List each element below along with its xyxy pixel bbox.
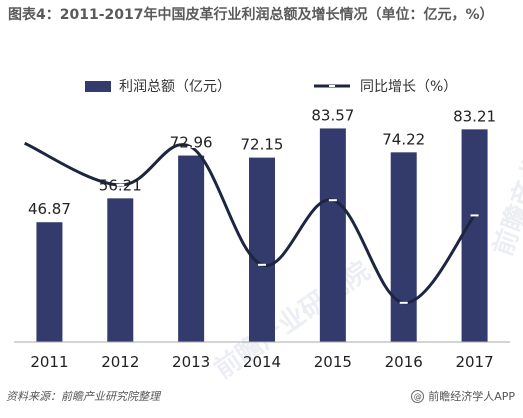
bar — [178, 155, 205, 342]
x-tick-label: 2015 — [314, 353, 352, 371]
bar — [319, 128, 346, 342]
x-tick-label: 2017 — [455, 353, 493, 371]
legend-line-swatch — [314, 84, 350, 88]
bar-value-label: 46.87 — [28, 200, 71, 218]
bar-value-label: 56.21 — [99, 176, 142, 194]
credit: @ 前瞻经济学人APP — [411, 388, 515, 404]
bar-value-label: 72.96 — [170, 134, 213, 152]
bar — [390, 152, 417, 342]
bar — [249, 157, 275, 342]
credit-label: 前瞻经济学人APP — [428, 390, 515, 403]
at-icon: @ — [411, 389, 425, 403]
legend-label-profit: 利润总额（亿元） — [119, 79, 231, 95]
legend-label-growth: 同比增长（%） — [360, 79, 458, 95]
chart-title: 图表4：2011-2017年中国皮革行业利润总额及增长情况（单位：亿元，%） — [8, 7, 494, 23]
bar — [107, 198, 134, 342]
bar — [461, 129, 488, 342]
x-tick-label: 2012 — [101, 353, 139, 371]
bar — [36, 222, 63, 342]
bar-value-label: 72.15 — [241, 136, 284, 154]
source-note: 资料来源：前瞻产业研究院整理 — [6, 390, 160, 403]
x-tick-label: 2014 — [243, 353, 281, 371]
bar-value-label: 74.22 — [382, 130, 425, 148]
legend-bar-swatch — [85, 80, 111, 92]
bar-value-label: 83.21 — [453, 107, 496, 125]
legend-item-profit: 利润总额（亿元） — [85, 76, 231, 96]
bar-value-label: 83.57 — [311, 106, 354, 124]
x-tick-label: 2011 — [30, 353, 68, 371]
legend-item-growth: 同比增长（%） — [312, 76, 457, 96]
x-tick-label: 2016 — [385, 353, 423, 371]
x-tick-label: 2013 — [172, 353, 210, 371]
